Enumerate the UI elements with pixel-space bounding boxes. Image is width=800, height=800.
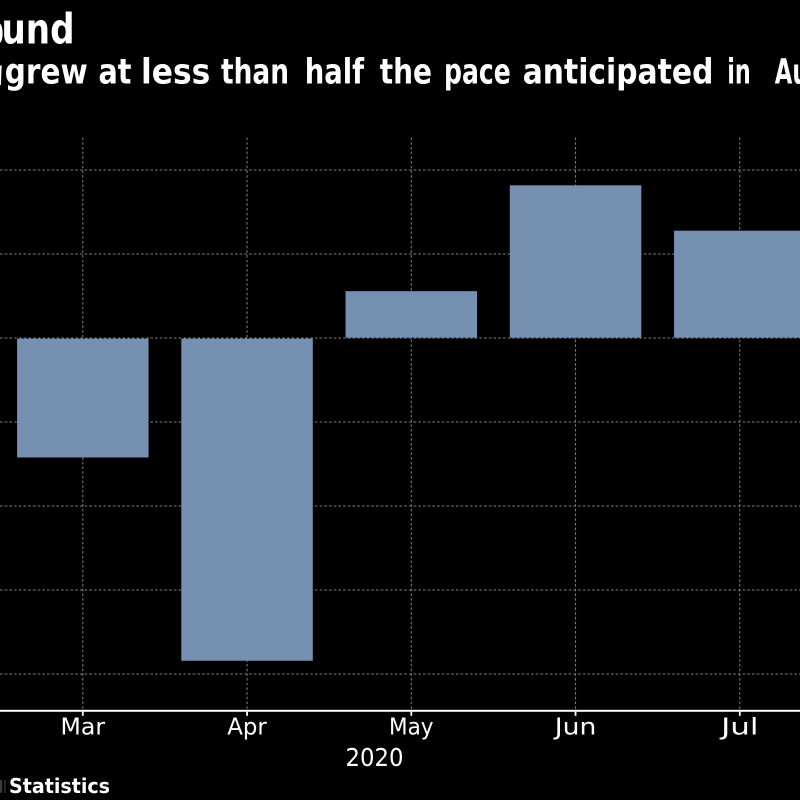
x-axis-line [0, 709, 800, 712]
chart-subtitle-word-5: the [380, 53, 432, 93]
bar-apr [181, 338, 313, 661]
x-axis-year-label: 2020 [346, 743, 404, 772]
chart-subtitle-word-9: Au [775, 53, 800, 93]
chart-subtitle-word-6: pace [444, 53, 511, 93]
x-axis-labels-layer: Mar Apr May Jun Jul 2020 [61, 713, 759, 773]
cropped-glyph-fragment-footer-2 [4, 780, 6, 793]
x-axis-label-apr: Apr [227, 713, 267, 741]
chart-subtitle-word-4: half [305, 53, 365, 93]
bar-jun [509, 185, 642, 339]
chart-title: und [2, 5, 75, 54]
x-axis-tick-jun [574, 711, 577, 716]
x-axis-label-mar: Mar [61, 713, 106, 741]
chart-subtitle-word-2: less [141, 53, 210, 93]
cropped-glyph-fragments-layer [0, 23, 6, 793]
x-axis-label-jul: Jul [718, 713, 758, 741]
chart-subtitle-word-3: than [221, 53, 289, 93]
cropped-glyph-fragment-title [0, 23, 3, 43]
x-axis-tick-mar [81, 711, 84, 716]
bars-layer [17, 185, 800, 661]
source-text: Statistics [9, 774, 110, 798]
chart-subtitle-word-7: anticipated [523, 53, 714, 93]
chart-subtitle-word-1: at [99, 53, 132, 93]
bar-jul [674, 230, 800, 339]
x-axis-label-may: May [389, 713, 434, 741]
bar-may [345, 291, 478, 339]
x-axis-tick-apr [246, 711, 248, 716]
chart-subtitle-word-0: grew [5, 53, 88, 93]
x-axis-label-jun: Jun [552, 713, 596, 741]
x-axis-tick-jul [738, 711, 741, 716]
footer-layer: Statistics [9, 774, 110, 798]
chart-subtitle-word-8: in [727, 53, 751, 93]
bar-mar [17, 338, 149, 458]
x-axis-tick-may [410, 711, 413, 716]
cropped-glyph-fragment-footer-1 [0, 780, 3, 793]
cropped-glyph-fragment-subtitle [0, 65, 2, 85]
x-axis-layer [0, 709, 800, 716]
